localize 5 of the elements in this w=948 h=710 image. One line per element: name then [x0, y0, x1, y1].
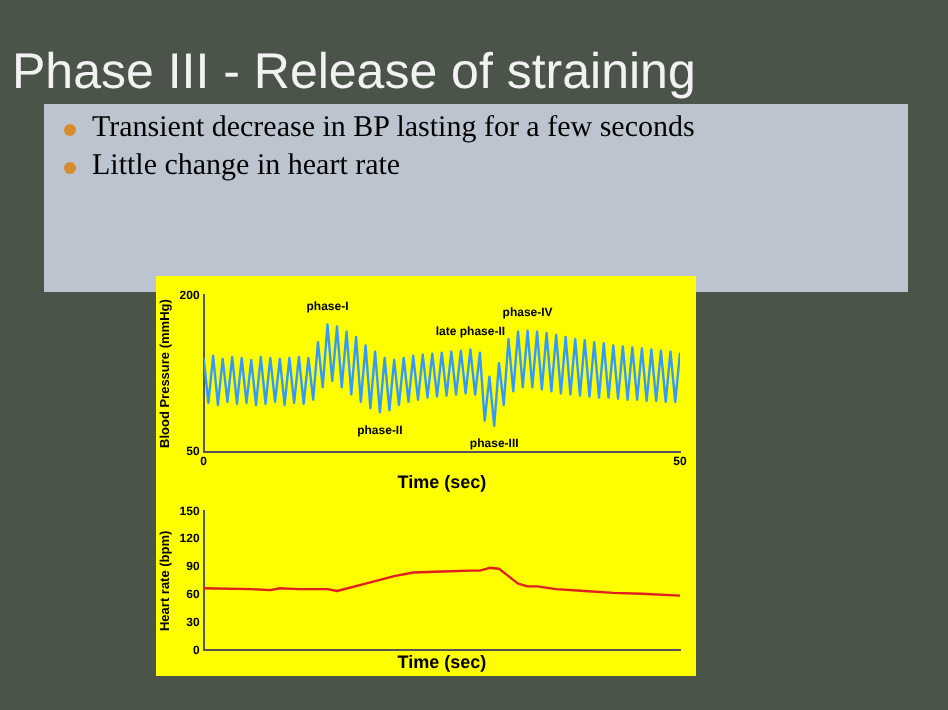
x-axis-title: Time (sec): [397, 652, 487, 673]
chart-title: Phase III - Release of straining: [12, 44, 696, 102]
text: Transient decrease in BP lasting for a few seconds: [92, 112, 695, 146]
x-axis-title: Time (sec): [397, 472, 487, 493]
text: Little change in heart rate: [92, 150, 401, 184]
